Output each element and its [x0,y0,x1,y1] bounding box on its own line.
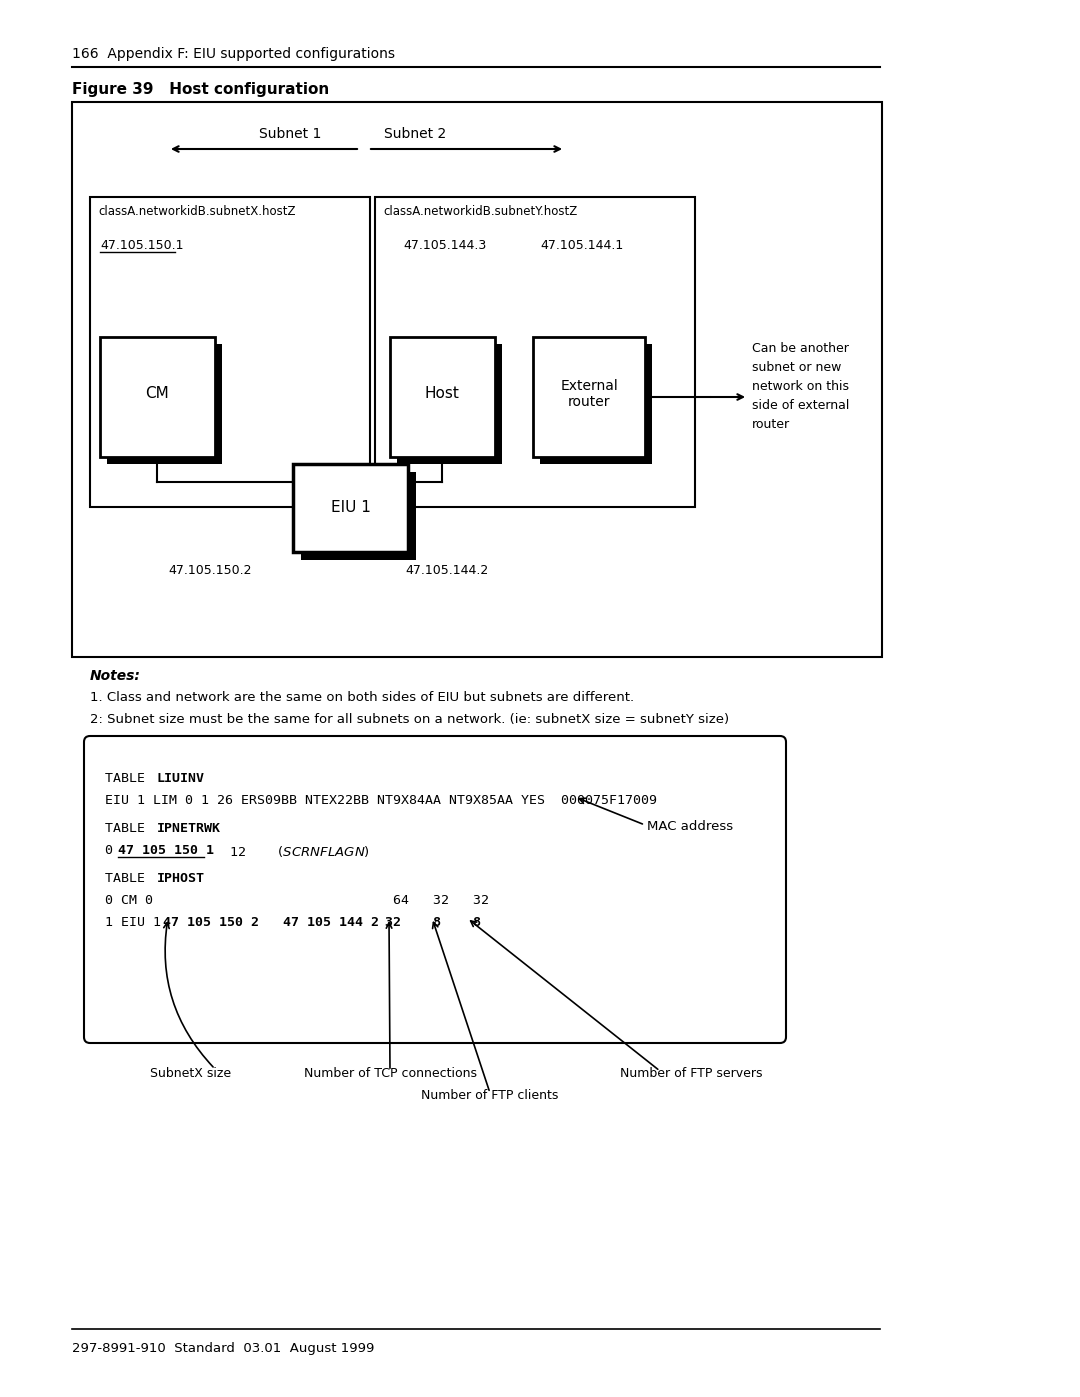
Text: 32    8    8: 32 8 8 [361,916,481,929]
Text: SubnetX size: SubnetX size [150,1067,231,1080]
Text: classA.networkidB.subnetY.hostZ: classA.networkidB.subnetY.hostZ [383,205,577,218]
Text: 1 EIU 1: 1 EIU 1 [105,916,168,929]
Bar [107,344,222,464]
Bar [90,197,370,507]
Text: TABLE: TABLE [105,821,153,835]
Text: LIUINV: LIUINV [157,773,205,785]
FancyBboxPatch shape [84,736,786,1044]
Text: 47.105.150.2: 47.105.150.2 [168,564,252,577]
Text: 47.105.144.3: 47.105.144.3 [403,239,486,251]
Text: TABLE: TABLE [105,872,153,886]
Text: EIU 1 LIM 0 1 26 ERS09BB NTEX22BB NT9X84AA NT9X85AA YES  000075F17009: EIU 1 LIM 0 1 26 ERS09BB NTEX22BB NT9X84… [105,793,657,807]
Text: 47 105 150 1: 47 105 150 1 [118,844,214,856]
Text: Notes:: Notes: [90,669,140,683]
Text: 297-8991-910  Standard  03.01  August 1999: 297-8991-910 Standard 03.01 August 1999 [72,1343,375,1355]
Bar [540,344,652,464]
Text: CM: CM [145,387,168,401]
Bar [293,464,408,552]
Text: TABLE: TABLE [105,773,153,785]
Text: 2: Subnet size must be the same for all subnets on a network. (ie: subnetX size : 2: Subnet size must be the same for all … [90,712,729,726]
Bar [301,472,416,560]
Text: Number of TCP connections: Number of TCP connections [303,1067,476,1080]
Text: 12    $ (SCRNFLAG N) $: 12 $ (SCRNFLAG N) $ [206,844,370,859]
Text: 0: 0 [105,844,121,856]
Text: 47.105.144.1: 47.105.144.1 [540,239,623,251]
Text: EIU 1: EIU 1 [330,500,370,515]
Text: Figure 39   Host configuration: Figure 39 Host configuration [72,82,329,96]
Bar [390,337,495,457]
Text: Number of FTP servers: Number of FTP servers [620,1067,762,1080]
Bar [397,344,502,464]
Bar [534,337,645,457]
Text: External
router: External router [561,379,618,409]
Text: classA.networkidB.subnetX.hostZ: classA.networkidB.subnetX.hostZ [98,205,296,218]
Bar [72,102,882,657]
Text: 47 105 150 2   47 105 144 2: 47 105 150 2 47 105 144 2 [163,916,379,929]
Text: Subnet 2: Subnet 2 [383,127,446,141]
Text: MAC address: MAC address [647,820,733,833]
Bar [100,337,215,457]
Text: Can be another
subnet or new
network on this
side of external
router: Can be another subnet or new network on … [752,342,849,432]
Text: Host: Host [424,387,459,401]
Bar [375,197,696,507]
Text: IPHOST: IPHOST [157,872,205,886]
Text: Number of FTP clients: Number of FTP clients [421,1090,558,1102]
Text: IPNETRWK: IPNETRWK [157,821,221,835]
Text: 47.105.144.2: 47.105.144.2 [405,564,488,577]
Text: 47.105.150.1: 47.105.150.1 [100,239,184,251]
Text: Subnet 1: Subnet 1 [259,127,321,141]
Text: 166  Appendix F: EIU supported configurations: 166 Appendix F: EIU supported configurat… [72,47,395,61]
Text: 1. Class and network are the same on both sides of EIU but subnets are different: 1. Class and network are the same on bot… [90,692,634,704]
Text: 0 CM 0                              64   32   32: 0 CM 0 64 32 32 [105,894,489,907]
